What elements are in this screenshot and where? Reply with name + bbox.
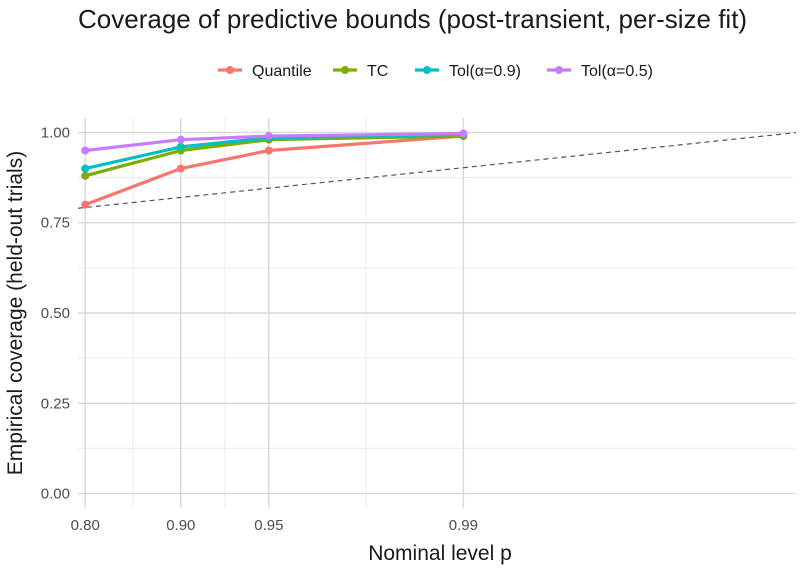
series-lines [84,131,464,207]
plot-panel [77,118,797,508]
series-point-2 [176,142,185,151]
y-tick-label: 1.00 [41,124,70,141]
series-points [81,129,468,209]
legend-label: Quantile [252,63,312,80]
legend-key-point [555,66,563,74]
y-tick-label: 0.25 [41,395,70,412]
legend-label: Tol(α=0.5) [581,63,653,80]
x-tick-label: 0.95 [254,517,283,534]
legend-key-point [341,66,349,74]
reference-diagonal-line [77,132,797,209]
legend-label: TC [367,63,388,80]
series-point-3 [264,132,273,141]
series-line-0 [84,134,464,207]
y-axis-title: Empirical coverage (held-out trials) [4,151,27,475]
y-tick-label: 0.00 [41,486,70,503]
y-axis-tick-labels: 0.00 0.25 0.50 0.75 1.00 [41,124,70,502]
legend-key-point [423,66,431,74]
series-point-1 [81,171,90,180]
x-tick-label: 0.90 [166,517,195,534]
chart-legend: Quantile TC Tol(α=0.9) Tol(α=0.5) [218,63,653,80]
series-line-1 [84,134,464,178]
x-axis-tick-labels: 0.80 0.90 0.95 0.99 [71,517,478,534]
series-point-0 [176,164,185,173]
series-point-2 [81,164,90,173]
series-point-0 [81,200,90,209]
grid-major-lines [78,118,796,508]
x-tick-label: 0.80 [71,517,100,534]
series-point-3 [81,146,90,155]
chart-title: Coverage of predictive bounds (post-tran… [78,4,747,34]
y-tick-label: 0.75 [41,215,70,232]
legend-key-point [226,66,234,74]
x-tick-label: 0.99 [449,517,478,534]
series-point-0 [264,146,273,155]
x-axis-title: Nominal level p [368,542,512,565]
series-line-3 [85,131,464,153]
legend-label: Tol(α=0.9) [449,63,521,80]
series-point-3 [176,135,185,144]
series-point-3 [459,129,468,138]
y-tick-label: 0.50 [41,305,70,322]
